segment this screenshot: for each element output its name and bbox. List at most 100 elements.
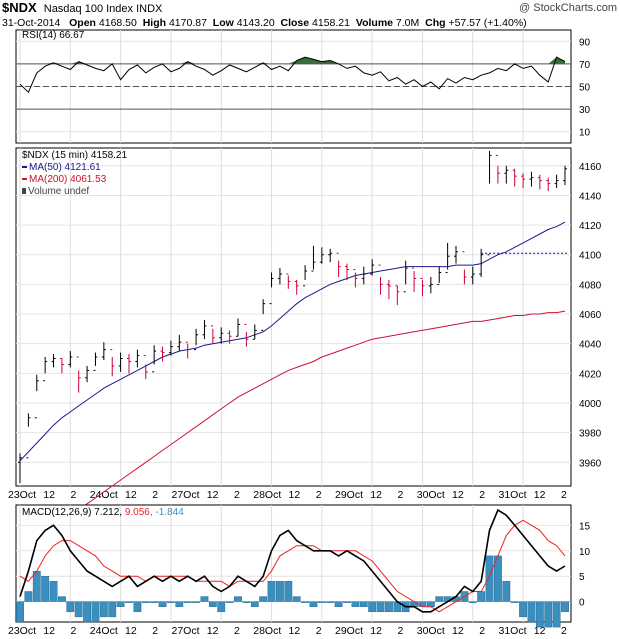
price-tick-label: 4080 <box>579 280 602 291</box>
volume-swatch <box>22 188 26 195</box>
macd-histogram-bar <box>485 555 494 602</box>
price-x-tick-label: 12 <box>452 489 464 501</box>
rsi-tick-label: 70 <box>579 60 591 71</box>
macd-histogram-bar <box>49 581 58 602</box>
watermark: @ StockCharts.com <box>519 2 617 14</box>
macd-x-tick-label: 2 <box>561 625 567 637</box>
rsi-tick-label: 10 <box>579 128 591 139</box>
macd-x-tick-label: 27Oct <box>172 625 200 637</box>
price-tick-label: 4000 <box>579 399 602 410</box>
close-label: Close <box>280 17 310 29</box>
low-value: 4143.20 <box>236 17 275 29</box>
macd-histogram-bar <box>376 601 385 613</box>
high-value: 4170.87 <box>168 17 207 29</box>
macd-histogram-bar <box>519 601 527 618</box>
macd-histogram-bar <box>477 591 486 602</box>
rsi-panel: 10 30 50 70 90 <box>15 29 591 144</box>
price-x-tick-label: 23Oct <box>8 489 36 501</box>
macd-histogram-bar <box>41 576 50 602</box>
macd-histogram-bar <box>426 601 435 607</box>
volume-legend: Volume undef <box>22 186 127 198</box>
ma200-label: MA(200) 4061.53 <box>29 174 107 185</box>
rsi-tick-label: 50 <box>579 83 591 94</box>
chart-header: $NDX Nasdaq 100 Index INDX <box>2 1 162 16</box>
price-x-tick-label: 12 <box>534 489 546 501</box>
macd-histogram-bar <box>259 596 268 602</box>
ma50-swatch <box>22 166 27 169</box>
macd-x-tick-label: 12 <box>207 625 219 637</box>
price-x-tick-label: 12 <box>207 489 219 501</box>
macd-histogram-bar <box>116 601 125 607</box>
macd-tick-label: 10 <box>579 547 591 558</box>
macd-title: MACD(12,26,9) 7.212, 9.056, -1.844 <box>22 507 184 519</box>
macd-histogram-bar <box>108 601 117 618</box>
macd-histogram-bar <box>418 601 427 607</box>
macd-histogram-bar <box>527 601 536 623</box>
macd-x-tick-label: 2 <box>234 625 240 637</box>
close-value: 4158.21 <box>312 17 350 29</box>
quote-line: 31-Oct-2014 Open 4168.50 High 4170.87 Lo… <box>2 17 527 29</box>
macd-histogram-bar <box>24 591 33 602</box>
macd-value: 7.212, <box>94 507 123 518</box>
open-label: Open <box>69 17 96 29</box>
price-x-tick-label: 28Oct <box>253 489 281 501</box>
rsi-tick-label: 90 <box>579 37 591 48</box>
volume-legend-label: Volume undef <box>28 186 90 197</box>
macd-histogram-bar <box>58 596 66 602</box>
price-x-tick-label: 31Oct <box>499 489 527 501</box>
macd-tick-label: 0 <box>579 598 585 609</box>
volume-value: 7.0M <box>395 17 420 29</box>
ma50-line <box>19 221 566 462</box>
macd-histogram-bar <box>351 601 360 607</box>
rsi-title: RSI(14) 66.67 <box>22 30 84 42</box>
price-legend-title: $NDX (15 min) 4158.21 <box>22 150 128 161</box>
macd-histogram-bar <box>16 601 24 623</box>
price-x-tick-label: 2 <box>398 489 404 501</box>
macd-histogram-bar <box>544 601 553 628</box>
volume-label: Volume <box>355 17 393 29</box>
ma200-swatch <box>22 178 27 181</box>
macd-x-tick-label: 23Oct <box>8 625 36 637</box>
ma200-legend: MA(200) 4061.53 <box>22 174 127 186</box>
price-x-tick-label: 12 <box>289 489 301 501</box>
price-x-tick-label: 12 <box>125 489 137 501</box>
macd-histogram-bar <box>267 581 276 602</box>
price-x-tick-label: 30Oct <box>417 489 445 501</box>
macd-histogram-bar <box>250 601 259 607</box>
macd-x-tick-label: 2 <box>398 625 404 637</box>
price-x-tick-label: 29Oct <box>335 489 363 501</box>
symbol: $NDX <box>2 0 37 15</box>
macd-histogram-bar <box>208 601 217 607</box>
macd-histogram-bar <box>133 601 142 613</box>
price-x-tick-label: 12 <box>370 489 382 501</box>
price-panel: 3960 3980 4000 4020 4040 4060 4080 4100 4120 4140… <box>8 147 602 552</box>
index-name: Nasdaq 100 Index <box>43 3 134 15</box>
macd-histogram-bar <box>66 601 75 613</box>
macd-histogram-bar <box>284 581 293 602</box>
price-x-tick-label: 24Oct <box>90 489 118 501</box>
macd-histogram-bar <box>561 601 569 613</box>
ma50-label: MA(50) 4121.61 <box>29 162 101 173</box>
macd-signal-value: 9.056, <box>124 507 153 518</box>
macd-histogram-bar <box>83 601 91 623</box>
ma200-line <box>19 310 566 552</box>
macd-label: MACD(12,26,9) <box>22 507 92 518</box>
macd-x-tick-label: 31Oct <box>499 625 527 637</box>
macd-histogram-bar <box>158 601 167 607</box>
macd-x-tick-label: 12 <box>43 625 55 637</box>
macd-x-tick-label: 12 <box>452 625 464 637</box>
price-x-tick-label: 2 <box>71 489 77 501</box>
price-x-tick-label: 2 <box>561 489 567 501</box>
macd-x-tick-label: 2 <box>479 625 485 637</box>
macd-histogram-bar <box>32 570 41 602</box>
rsi-line <box>19 56 566 94</box>
price-tick-label: 4120 <box>579 221 602 232</box>
macd-histogram-bar <box>502 581 511 602</box>
macd-x-tick-label: 28Oct <box>253 625 281 637</box>
macd-signal-line <box>19 519 566 613</box>
low-label: Low <box>212 17 234 29</box>
macd-tick-label: 5 <box>579 572 585 583</box>
macd-histogram-bar <box>234 596 242 602</box>
price-legend: $NDX (15 min) 4158.21 MA(50) 4121.61 MA(… <box>22 150 127 198</box>
